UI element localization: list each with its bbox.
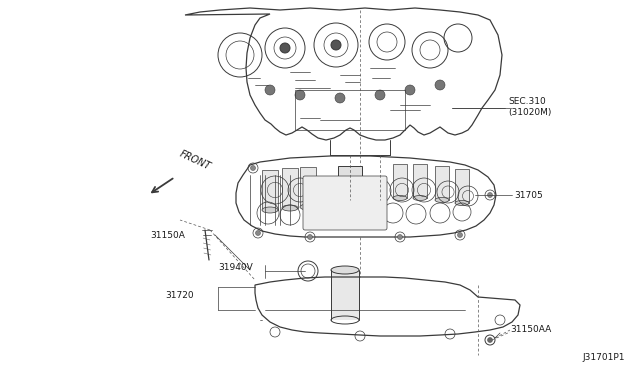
Circle shape (331, 40, 341, 50)
Bar (331, 270, 359, 320)
Circle shape (307, 234, 312, 240)
Text: FRONT: FRONT (178, 149, 212, 172)
Text: 31940V: 31940V (218, 263, 253, 273)
Ellipse shape (435, 198, 449, 202)
Text: SEC.310: SEC.310 (508, 97, 546, 106)
Text: (31020M): (31020M) (508, 108, 552, 116)
Ellipse shape (338, 210, 362, 218)
Text: 31150AA: 31150AA (510, 326, 551, 334)
Text: 31150A: 31150A (150, 231, 185, 240)
Circle shape (488, 337, 493, 343)
Circle shape (488, 192, 493, 198)
Bar (435, 166, 449, 200)
Bar (300, 167, 316, 207)
Circle shape (255, 231, 260, 235)
Circle shape (265, 85, 275, 95)
Text: 31720: 31720 (165, 291, 194, 299)
Bar (455, 169, 469, 203)
Ellipse shape (413, 196, 427, 201)
Text: J31701P1: J31701P1 (582, 353, 625, 362)
Circle shape (375, 90, 385, 100)
Ellipse shape (331, 266, 359, 274)
Ellipse shape (393, 196, 407, 201)
Circle shape (405, 85, 415, 95)
Bar (393, 164, 407, 198)
Circle shape (458, 232, 463, 237)
Ellipse shape (282, 205, 298, 211)
Circle shape (250, 166, 255, 170)
Bar (295, 90, 405, 130)
Circle shape (435, 80, 445, 90)
Circle shape (295, 90, 305, 100)
Ellipse shape (300, 204, 316, 210)
Ellipse shape (455, 201, 469, 205)
Bar (413, 164, 427, 198)
Bar (262, 170, 278, 210)
Bar (282, 168, 298, 208)
Circle shape (335, 93, 345, 103)
Circle shape (280, 43, 290, 53)
Circle shape (397, 234, 403, 240)
Text: 31705: 31705 (514, 190, 543, 199)
Bar (338, 166, 362, 214)
Ellipse shape (262, 207, 278, 213)
FancyBboxPatch shape (303, 176, 387, 230)
